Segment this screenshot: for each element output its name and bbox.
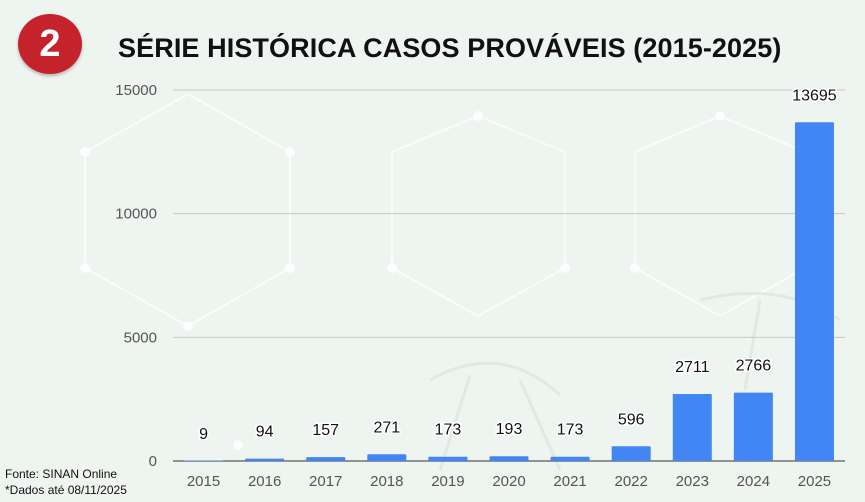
data-label: 94 bbox=[256, 424, 274, 441]
bar-2023 bbox=[672, 393, 712, 461]
y-tick-label: 0 bbox=[149, 453, 157, 470]
x-tick-label: 2018 bbox=[370, 473, 403, 490]
data-label: 157 bbox=[312, 422, 339, 439]
chart-footer: Fonte: SINAN Online *Dados até 08/11/202… bbox=[5, 466, 127, 498]
section-number: 2 bbox=[39, 22, 61, 65]
x-tick-label: 2021 bbox=[553, 473, 586, 490]
data-label: 2711 bbox=[675, 359, 710, 376]
x-tick-label: 2019 bbox=[431, 473, 464, 490]
bar-2025 bbox=[794, 122, 834, 461]
x-tick-label: 2025 bbox=[798, 473, 831, 490]
bar-2022 bbox=[611, 446, 651, 461]
bar-2015 bbox=[184, 460, 224, 461]
y-tick-label: 15000 bbox=[115, 82, 157, 99]
bar-2024 bbox=[733, 392, 773, 461]
x-tick-label: 2016 bbox=[248, 473, 281, 490]
source-note: Fonte: SINAN Online bbox=[5, 467, 118, 481]
x-tick-label: 2024 bbox=[737, 473, 770, 490]
bar-2019 bbox=[428, 456, 468, 461]
bar-2020 bbox=[489, 456, 529, 461]
x-tick-label: 2020 bbox=[492, 473, 525, 490]
data-label: 173 bbox=[435, 422, 462, 439]
bar-2017 bbox=[306, 457, 346, 461]
x-tick-label: 2023 bbox=[676, 473, 709, 490]
section-number-badge: 2 bbox=[18, 14, 82, 74]
data-label: 173 bbox=[557, 422, 584, 439]
bar-2016 bbox=[245, 458, 285, 461]
data-label: 2766 bbox=[736, 358, 772, 375]
bar-2021 bbox=[550, 456, 590, 461]
data-label: 9 bbox=[199, 426, 208, 443]
x-tick-label: 2022 bbox=[614, 473, 647, 490]
x-tick-label: 2015 bbox=[187, 473, 220, 490]
x-tick-label: 2017 bbox=[309, 473, 342, 490]
data-date-note: *Dados até 08/11/2025 bbox=[5, 483, 127, 497]
chart-title: SÉRIE HISTÓRICA CASOS PROVÁVEIS (2015-20… bbox=[118, 33, 782, 63]
y-tick-label: 10000 bbox=[115, 206, 157, 223]
data-label: 193 bbox=[496, 421, 523, 438]
data-label: 13695 bbox=[792, 87, 837, 104]
y-tick-label: 5000 bbox=[124, 329, 157, 346]
data-label: 271 bbox=[373, 419, 400, 436]
bar-2018 bbox=[367, 454, 407, 461]
data-label: 596 bbox=[618, 411, 645, 428]
